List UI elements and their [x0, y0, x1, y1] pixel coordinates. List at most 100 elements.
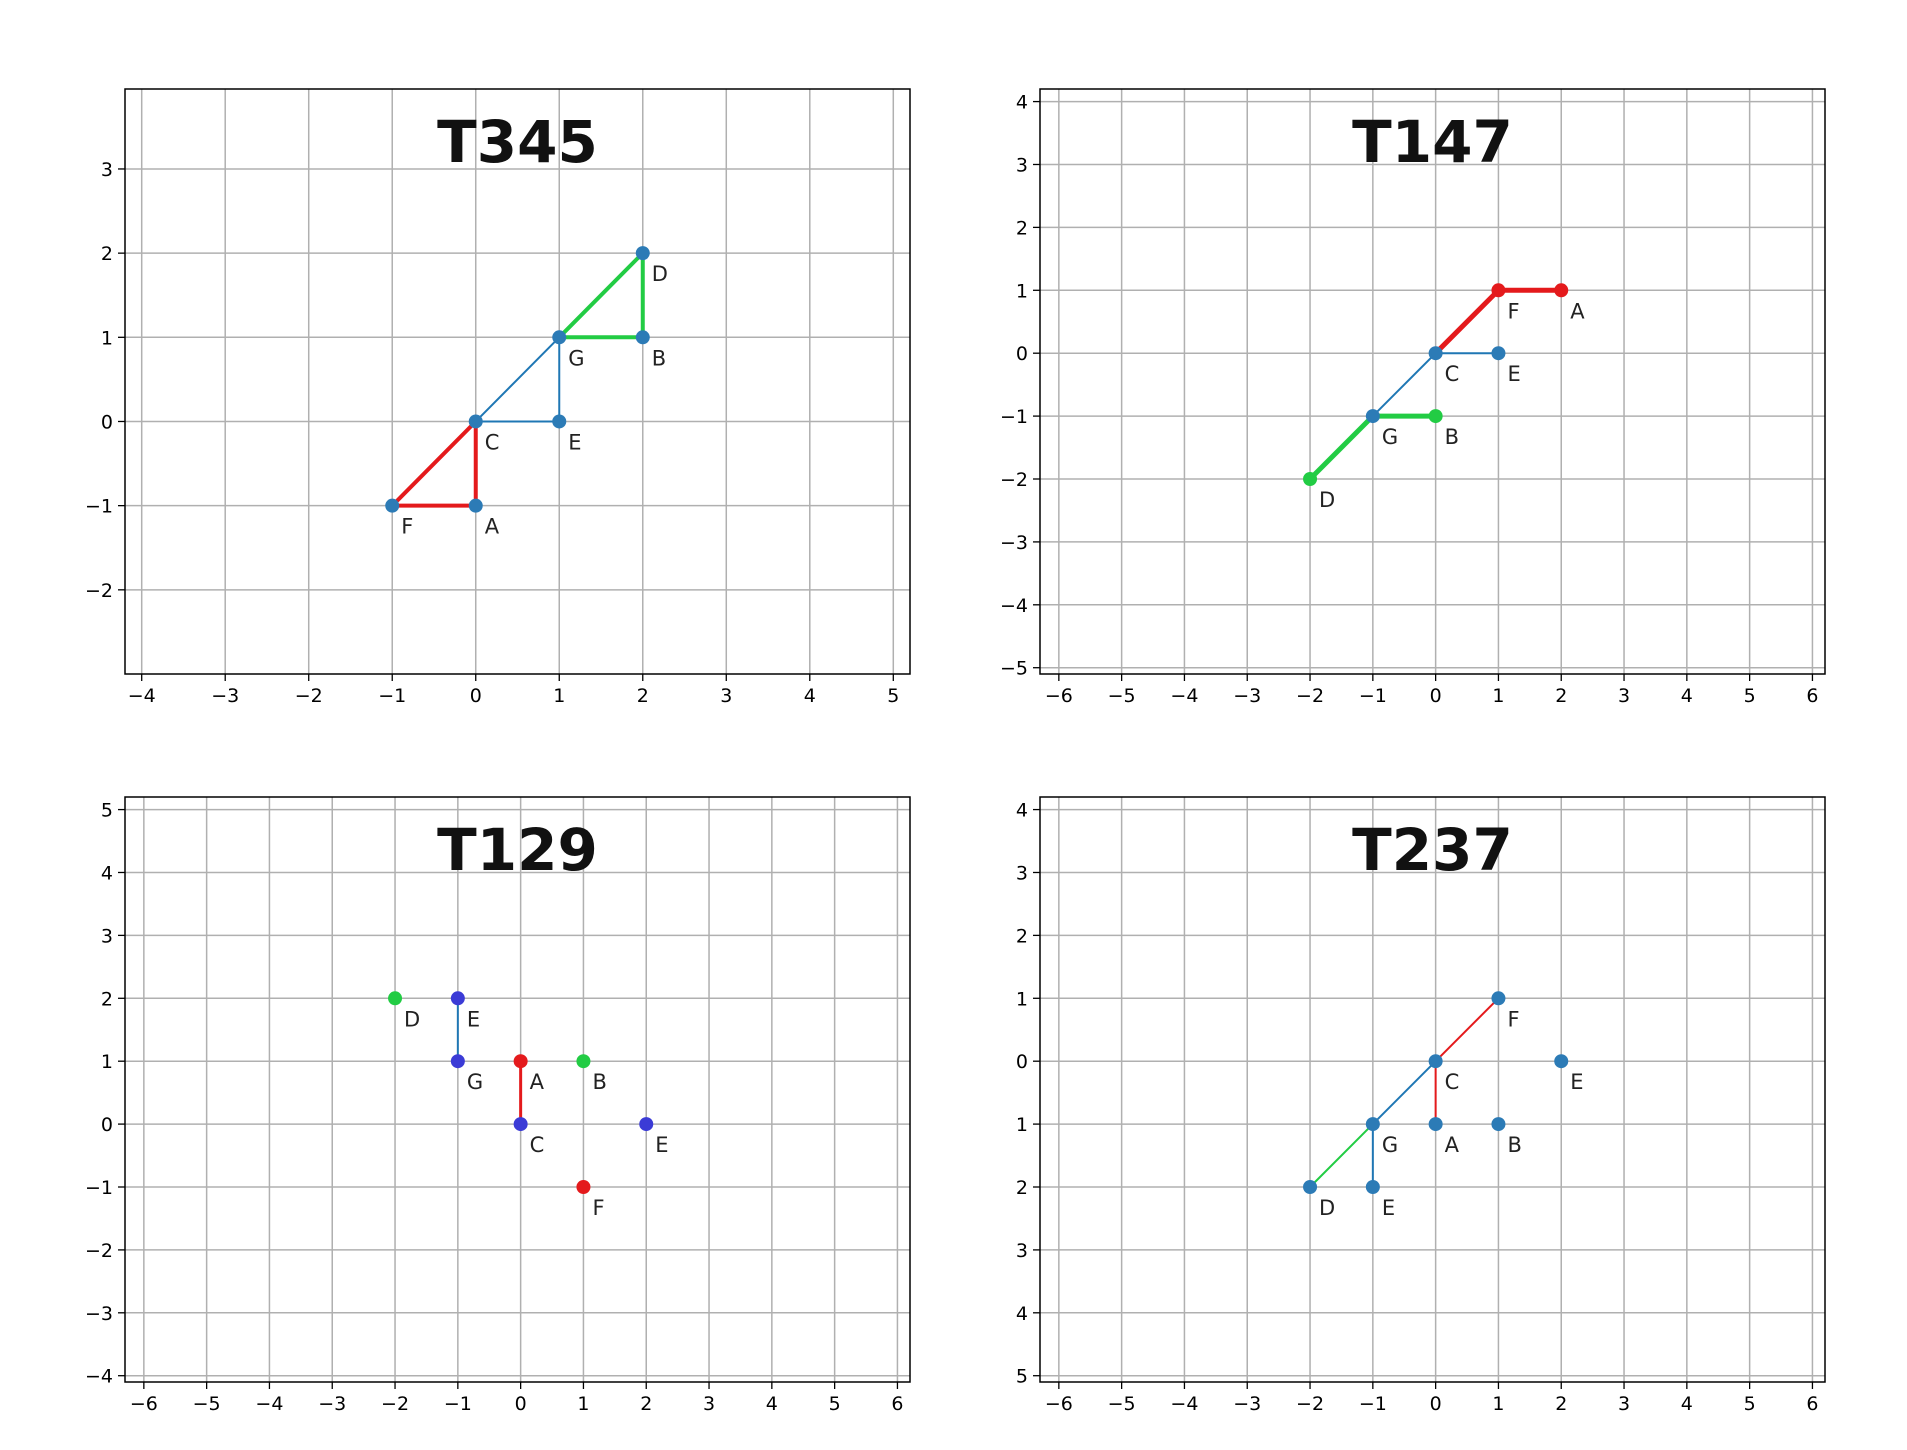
y-tick-label: −2	[1000, 469, 1028, 491]
point-label-e: E	[1382, 1196, 1395, 1220]
axes-frame	[1039, 88, 1826, 675]
point-label-a: A	[485, 515, 500, 539]
axes-frame	[1039, 796, 1826, 1383]
point-label-b: B	[652, 346, 666, 370]
y-tick-label: 2	[1016, 217, 1028, 239]
y-tick-label: 2	[101, 988, 113, 1010]
point-d	[1303, 1180, 1318, 1194]
segment-g-d	[1309, 1123, 1374, 1188]
x-tick-label: 2	[1555, 1393, 1567, 1415]
point-c	[513, 1117, 528, 1132]
y-tick-label: 2	[1016, 1177, 1028, 1199]
point-a	[513, 1054, 528, 1069]
point-c	[1428, 346, 1443, 361]
point-e	[1491, 346, 1506, 361]
x-tick-label: 4	[1681, 685, 1693, 707]
x-tick-label: 5	[1744, 685, 1756, 707]
point-c	[468, 414, 483, 429]
x-tick-label: 0	[1430, 685, 1442, 707]
chart-panel-t147: −6 −5 −4 −3 −2 −1 0 1 2 3 4 5 6 −5 −4 −3 −2 −1 0 1 2 3 4 T147 A B…	[1000, 88, 1826, 707]
segment-g-d	[557, 251, 645, 340]
point-g	[1365, 409, 1380, 424]
point-f	[1491, 991, 1506, 1006]
x-tick-label: −4	[255, 1393, 283, 1415]
x-tick-label: 5	[887, 685, 899, 707]
segment-g-c	[1371, 1060, 1437, 1126]
y-tick-label: −3	[85, 1303, 113, 1325]
axes-frame	[124, 796, 911, 1383]
x-tick-label: −1	[1359, 1393, 1387, 1415]
point-label-a: A	[530, 1070, 545, 1094]
x-tick-label: 1	[577, 1393, 589, 1415]
point-label-g: G	[568, 346, 584, 370]
y-tick-label: 3	[1016, 154, 1028, 176]
segment-c-g	[474, 336, 561, 423]
y-tick-label: 3	[101, 925, 113, 947]
y-tick-label: −2	[85, 1240, 113, 1262]
point-d	[1303, 472, 1318, 486]
point-label-c: C	[530, 1133, 545, 1157]
point-label-b: B	[592, 1070, 606, 1094]
x-tick-label: −1	[444, 1393, 472, 1415]
point-label-g: G	[1382, 1133, 1398, 1157]
point-c	[1428, 1054, 1443, 1069]
x-tick-label: −4	[1170, 685, 1198, 707]
y-tick-label: 1	[1016, 988, 1028, 1010]
y-tick-label: −1	[1000, 406, 1028, 428]
chart-panel-t237: −6 −5 −4 −3 −2 −1 0 1 2 3 4 5 6 5 4 3 2 1 0 1 2 3 4 T237 A B C D E E F…	[1016, 796, 1826, 1415]
x-tick-label: 5	[1744, 1393, 1756, 1415]
point-label-c: C	[485, 430, 500, 454]
segment-c-f	[390, 419, 478, 508]
y-tick-label: 1	[1016, 280, 1028, 302]
x-tick-label: 1	[553, 685, 565, 707]
y-tick-label: 2	[1016, 925, 1028, 947]
point-label-e: E	[568, 430, 581, 454]
y-tick-label: −5	[1000, 658, 1028, 680]
point-b	[635, 330, 650, 345]
x-tick-label: −2	[295, 685, 323, 707]
point-d	[635, 246, 650, 261]
point-e	[1365, 1180, 1380, 1194]
x-tick-label: −1	[378, 685, 406, 707]
x-tick-label: −5	[193, 1393, 221, 1415]
y-tick-label: 1	[1016, 1114, 1028, 1136]
point-b	[1491, 1117, 1506, 1132]
point-label-d: D	[652, 262, 668, 286]
x-tick-label: −6	[1045, 685, 1073, 707]
y-tick-label: 2	[101, 243, 113, 265]
chart-title: T237	[1352, 816, 1513, 884]
x-tick-label: −2	[1296, 1393, 1324, 1415]
y-tick-label: 0	[101, 1114, 113, 1136]
point-label-e: E	[655, 1133, 668, 1157]
x-tick-label: 3	[1618, 1393, 1630, 1415]
x-tick-label: 5	[829, 1393, 841, 1415]
y-tick-label: −4	[85, 1366, 113, 1388]
segment-c-f	[1433, 287, 1501, 356]
point-f	[385, 498, 400, 513]
x-tick-label: 2	[1555, 685, 1567, 707]
point-label-a: A	[1445, 1133, 1460, 1157]
y-tick-label: 1	[101, 1051, 113, 1073]
x-tick-label: 0	[515, 1393, 527, 1415]
x-tick-label: −3	[1233, 1393, 1261, 1415]
y-tick-label: 4	[1016, 800, 1028, 822]
x-tick-label: 3	[703, 1393, 715, 1415]
x-tick-label: 1	[1492, 685, 1504, 707]
point-g	[1365, 1117, 1380, 1132]
x-tick-label: 6	[1806, 1393, 1818, 1415]
segment-d-g	[1307, 413, 1376, 482]
y-tick-label: 0	[1016, 1051, 1028, 1073]
point-label-d: D	[1319, 488, 1335, 512]
point-f	[576, 1180, 591, 1194]
axes-frame	[124, 88, 911, 675]
point-e	[450, 991, 465, 1006]
chart-title: T345	[437, 108, 598, 176]
chart-panel-t345: −4 −3 −2 −1 0 1 2 3 4 5 −2 −1 0 1 2 3 T345 A B C D E F G	[85, 88, 911, 707]
x-tick-label: −2	[1296, 685, 1324, 707]
y-tick-label: −2	[85, 580, 113, 602]
point-label-b: B	[1445, 425, 1459, 449]
x-tick-label: −2	[381, 1393, 409, 1415]
point-label-f: F	[401, 515, 413, 539]
segment-g-c	[1371, 352, 1437, 418]
